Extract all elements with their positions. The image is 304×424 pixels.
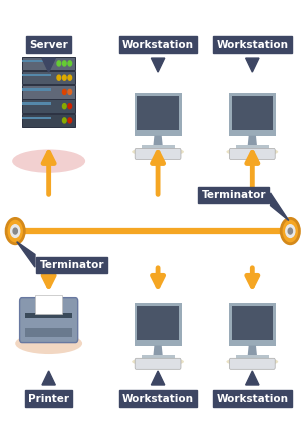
FancyBboxPatch shape	[35, 295, 62, 314]
FancyBboxPatch shape	[22, 74, 51, 76]
Polygon shape	[246, 371, 259, 385]
Text: Server: Server	[29, 39, 68, 50]
FancyBboxPatch shape	[232, 306, 273, 340]
Polygon shape	[42, 371, 55, 385]
Circle shape	[288, 228, 292, 234]
Text: Terminator: Terminator	[202, 190, 266, 200]
Polygon shape	[42, 58, 55, 72]
Circle shape	[63, 89, 66, 95]
FancyBboxPatch shape	[134, 93, 182, 136]
FancyBboxPatch shape	[22, 60, 51, 62]
Ellipse shape	[226, 147, 278, 156]
FancyBboxPatch shape	[229, 303, 276, 346]
Polygon shape	[151, 58, 165, 72]
FancyBboxPatch shape	[25, 328, 72, 337]
Text: Workstation: Workstation	[216, 393, 288, 404]
Polygon shape	[247, 346, 257, 357]
Polygon shape	[247, 136, 257, 148]
FancyBboxPatch shape	[22, 102, 51, 105]
Circle shape	[68, 89, 72, 95]
Circle shape	[68, 61, 72, 66]
FancyBboxPatch shape	[22, 114, 75, 127]
FancyBboxPatch shape	[22, 99, 75, 113]
FancyBboxPatch shape	[25, 313, 72, 318]
Circle shape	[6, 218, 24, 244]
Polygon shape	[17, 242, 35, 267]
FancyBboxPatch shape	[22, 57, 75, 70]
Circle shape	[63, 118, 66, 123]
Circle shape	[68, 75, 72, 80]
FancyBboxPatch shape	[142, 355, 174, 360]
Polygon shape	[153, 346, 163, 357]
FancyBboxPatch shape	[236, 355, 269, 360]
FancyBboxPatch shape	[134, 303, 182, 346]
Ellipse shape	[15, 333, 82, 354]
FancyBboxPatch shape	[135, 358, 181, 369]
FancyBboxPatch shape	[137, 96, 179, 130]
Circle shape	[286, 225, 295, 237]
FancyBboxPatch shape	[236, 145, 269, 150]
FancyBboxPatch shape	[22, 117, 51, 119]
Circle shape	[57, 61, 60, 66]
FancyBboxPatch shape	[22, 88, 51, 91]
FancyBboxPatch shape	[232, 96, 273, 130]
Text: Terminator: Terminator	[40, 260, 104, 270]
Polygon shape	[151, 371, 165, 385]
Circle shape	[68, 118, 72, 123]
Circle shape	[63, 75, 66, 80]
FancyBboxPatch shape	[137, 306, 179, 340]
Polygon shape	[271, 193, 289, 220]
Text: Workstation: Workstation	[216, 39, 288, 50]
Circle shape	[11, 225, 20, 237]
Circle shape	[57, 75, 60, 80]
FancyBboxPatch shape	[22, 85, 75, 99]
Ellipse shape	[132, 357, 184, 366]
Circle shape	[63, 103, 66, 109]
Text: Workstation: Workstation	[122, 393, 194, 404]
Ellipse shape	[226, 357, 278, 366]
FancyBboxPatch shape	[142, 145, 174, 150]
FancyBboxPatch shape	[229, 93, 276, 136]
Circle shape	[281, 218, 299, 244]
FancyBboxPatch shape	[19, 298, 78, 343]
Ellipse shape	[132, 147, 184, 156]
Polygon shape	[246, 58, 259, 72]
Circle shape	[13, 228, 17, 234]
FancyBboxPatch shape	[230, 358, 275, 369]
FancyBboxPatch shape	[230, 148, 275, 159]
Circle shape	[63, 61, 66, 66]
Text: Workstation: Workstation	[122, 39, 194, 50]
FancyBboxPatch shape	[22, 71, 75, 84]
Polygon shape	[153, 136, 163, 148]
Circle shape	[68, 103, 72, 109]
Ellipse shape	[12, 149, 85, 173]
FancyBboxPatch shape	[135, 148, 181, 159]
Text: Printer: Printer	[28, 393, 69, 404]
